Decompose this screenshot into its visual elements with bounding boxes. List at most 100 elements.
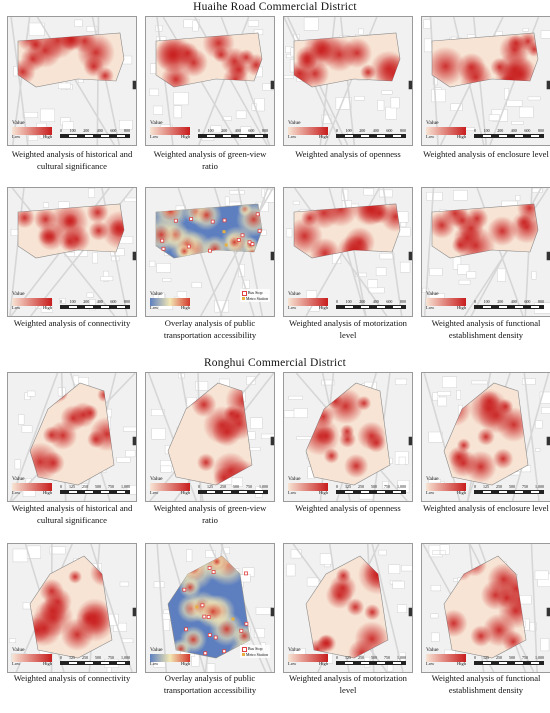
legend-high-label: High [43,662,52,667]
legend-low-label: Low [288,491,296,496]
scale-tick-label: 0 [474,656,476,661]
north-arrow-icon [398,21,408,33]
panel-caption: Weighted analysis of connectivity [3,672,141,684]
heat-hotspot [483,614,516,647]
metro-station-marker [232,618,235,621]
north-arrow-icon [122,548,132,560]
scale-tick-label: 400 [511,300,517,305]
scale-tick-label: 800 [400,129,406,134]
scale-tick-label: 0 [336,300,338,305]
map-building [22,426,32,433]
bus-stop-marker [209,249,212,252]
scale-tick-label: 125 [69,656,75,661]
north-arrow-icon [398,548,408,560]
map-building [75,20,83,27]
map-building [427,192,443,200]
legend-title: Value [12,648,52,654]
scale-tick-label: 600 [386,300,392,305]
scale-tick-label: 0 [60,485,62,490]
bus-stop-marker [212,571,215,574]
legend-high-label: High [319,491,328,496]
caption-line: Weighted analysis of green-view [141,502,279,514]
heat-hotspot [83,56,104,77]
bus-stop-label: Bus Stop [248,290,263,295]
legend-title: Value [12,292,52,298]
legend-title: Value [288,477,328,483]
legend-low-label: Low [150,306,158,311]
map-building [459,280,470,284]
map-building [424,20,431,29]
scale-tick-label: 100 [70,129,76,134]
scale-tick-label: 750 [384,485,390,490]
heat-hotspot [68,570,82,584]
map-building [93,252,98,263]
scale-bar-graphic [336,134,406,138]
heat-hotspot [357,396,372,411]
heat-hotspot [75,603,114,642]
map-building [248,21,258,27]
map-building [438,391,451,395]
caption-line: Weighted analysis of historical and [3,502,141,514]
legend-low-label: Low [288,135,296,140]
legend-high-label: High [43,306,52,311]
map-building [236,111,246,118]
map-building [307,578,319,586]
map-building [431,633,439,642]
scale-tick-label: 200 [83,300,89,305]
scale-tick-label: 200 [83,129,89,134]
legend-low-label: Low [150,135,158,140]
heat-hotspot [344,454,368,478]
map-building [87,293,94,298]
map-building [154,582,164,588]
scale-tick-label: 250 [358,656,364,661]
scale-tick-label: 0 [474,485,476,490]
legend-title: Value [288,292,328,298]
scale-bar-graphic [336,661,406,665]
map-building [9,639,15,643]
panel-caption: Weighted analysis of enclosure level [417,148,550,160]
bus-stop-marker [245,622,248,625]
legend-title: Value [288,121,328,127]
bus-stop-marker [185,628,188,631]
caption-line: establishment density [417,684,550,696]
scale-tick-label: 125 [207,485,213,490]
scale-tick-label: 400 [235,129,241,134]
accessibility-hotspot [152,192,189,229]
scale-bar-graphic [336,490,406,494]
scale-bar-graphic [60,661,130,665]
caption-line: Weighted analysis of functional [417,317,550,329]
scale-tick-label: 750 [108,656,114,661]
map-building [438,397,447,406]
scale-tick-label: 250 [82,656,88,661]
map-building [430,268,443,275]
scale-tick-label: 0 [336,656,338,661]
caption-line: Overlay analysis of public [141,672,279,684]
map-building [196,381,208,390]
bus-stop-marker [204,652,207,655]
section-title-huaihe: Huaihe Road Commercial District [0,1,550,13]
scale-tick-label: 125 [69,485,75,490]
scale-tick-label: 100 [208,129,214,134]
scale-tick-label: 250 [496,485,502,490]
scale-tick-label: 125 [483,485,489,490]
map-building [150,89,159,96]
map-building [88,188,94,197]
map-building [163,278,171,281]
